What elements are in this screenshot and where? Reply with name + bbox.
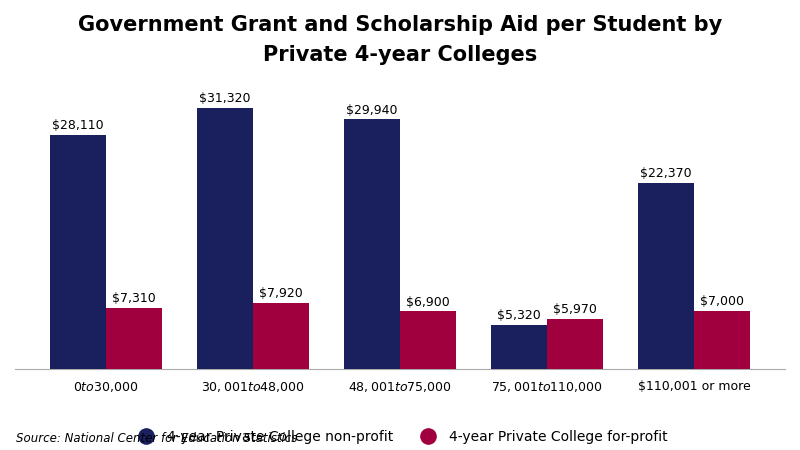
Bar (106, 308, 162, 369)
Text: $28,110: $28,110 (52, 119, 104, 132)
Text: $31,320: $31,320 (199, 92, 250, 105)
Bar (694, 310, 750, 369)
Text: $7,000: $7,000 (700, 295, 744, 308)
Text: $5,970: $5,970 (553, 303, 597, 316)
Bar (50, 135, 106, 369)
Title: Government Grant and Scholarship Aid per Student by
Private 4-year Colleges: Government Grant and Scholarship Aid per… (78, 15, 722, 65)
Text: $7,310: $7,310 (112, 292, 156, 305)
Text: $22,370: $22,370 (640, 166, 692, 180)
Bar (344, 119, 400, 369)
Text: $29,940: $29,940 (346, 104, 398, 117)
Bar (253, 303, 309, 369)
Legend: 4-year Private College non-profit, 4-year Private College for-profit: 4-year Private College non-profit, 4-yea… (127, 424, 673, 450)
Text: $5,320: $5,320 (498, 309, 541, 322)
Bar (547, 319, 603, 369)
Bar (197, 108, 253, 369)
Bar (400, 311, 456, 369)
Bar (638, 183, 694, 369)
Bar (491, 324, 547, 369)
Text: Source: National Center for Education Statistics: Source: National Center for Education St… (16, 432, 298, 446)
Text: $6,900: $6,900 (406, 296, 450, 309)
Text: $7,920: $7,920 (259, 287, 302, 300)
